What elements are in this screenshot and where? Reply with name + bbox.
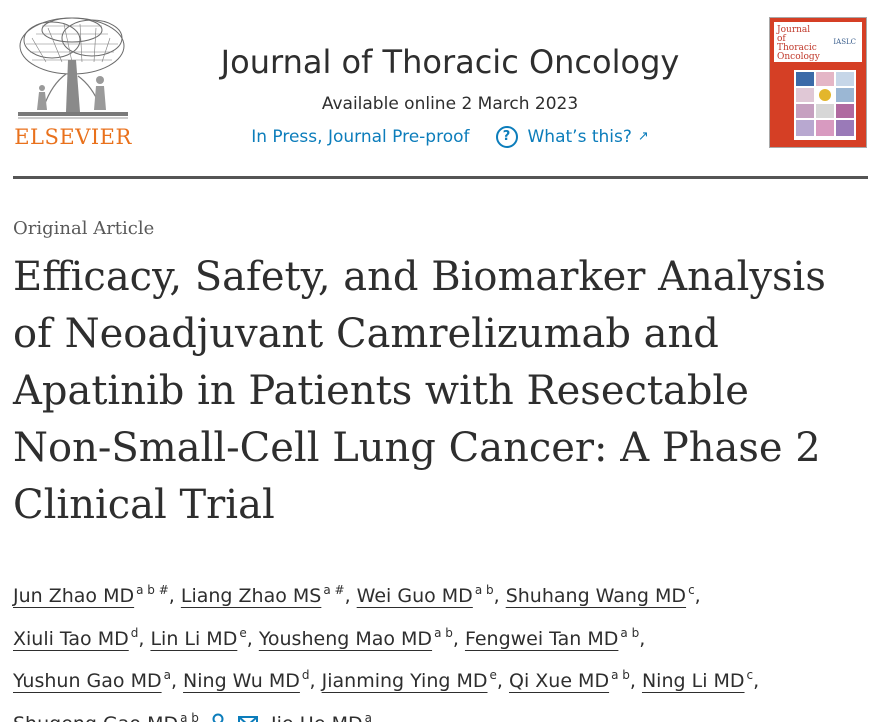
whats-this-link[interactable]: What’s this? xyxy=(527,127,632,147)
author-list: Jun Zhao MD a b #, Liang Zhao MS a #, Wei … xyxy=(13,572,863,722)
author-item: Shugeng Gao MDa b, xyxy=(13,710,271,722)
cover-badge: IASLC xyxy=(833,38,856,46)
author-name-link[interactable]: Liang Zhao MS xyxy=(180,585,322,607)
journal-cover[interactable]: Journal of Thoracic Oncology IASLC xyxy=(769,17,867,148)
masthead: Journal of Thoracic Oncology Available o… xyxy=(150,40,750,149)
publisher-name: ELSEVIER xyxy=(14,125,132,149)
author-item: Yousheng Mao MD a b, xyxy=(258,625,465,650)
author-name-link[interactable]: Yushun Gao MD xyxy=(13,670,162,692)
author-affiliation[interactable]: a b xyxy=(611,668,630,682)
author-item: Lin Li MD e, xyxy=(150,625,259,650)
author-name-link[interactable]: Qi Xue MD xyxy=(508,670,610,692)
author-affiliation[interactable]: a b xyxy=(620,625,640,640)
cover-title: Journal of Thoracic Oncology xyxy=(777,25,820,62)
person-icon[interactable] xyxy=(207,712,229,722)
author-item: Shuhang Wang MD c, xyxy=(505,583,701,607)
author-affiliation[interactable]: c xyxy=(746,668,754,682)
author-item: Yushun Gao MD a, xyxy=(13,668,184,692)
status-row: In Press, Journal Pre-proof ? What’s thi… xyxy=(150,125,750,149)
author-name-link[interactable]: Jun Zhao MD xyxy=(13,585,135,607)
author-affiliation[interactable]: a b xyxy=(180,710,199,722)
status-label: In Press, Journal Pre-proof xyxy=(251,127,470,147)
cover-image-grid xyxy=(794,70,856,140)
mail-icon[interactable] xyxy=(237,712,259,722)
author-name-link[interactable]: Jie He MD xyxy=(271,713,363,722)
author-name-link[interactable]: Xiuli Tao MD xyxy=(13,627,129,650)
help-circle-icon[interactable]: ? xyxy=(495,126,518,148)
author-name-link[interactable]: Wei Guo MD xyxy=(356,585,473,607)
article-type: Original Article xyxy=(13,218,155,239)
availability-date: Available online 2 March 2023 xyxy=(321,94,579,114)
author-name-link[interactable]: Yousheng Mao MD xyxy=(258,627,433,650)
author-affiliation[interactable]: a b xyxy=(474,583,494,597)
author-name-link[interactable]: Shuhang Wang MD xyxy=(505,585,687,607)
author-item: Jun Zhao MD a b #, xyxy=(13,583,181,607)
author-item: Jianming Ying MD e, xyxy=(321,668,509,692)
author-affiliation[interactable]: d xyxy=(301,668,310,682)
author-item: Ning Li MD c, xyxy=(641,668,760,692)
cover-header: Journal of Thoracic Oncology IASLC xyxy=(774,22,862,62)
author-name-link[interactable]: Shugeng Gao MD xyxy=(13,713,178,722)
author-item: Ning Wu MD d, xyxy=(183,668,322,692)
header-divider xyxy=(13,176,868,179)
author-name-link[interactable]: Ning Li MD xyxy=(641,670,745,692)
author-affiliation[interactable]: c xyxy=(688,583,695,597)
author-affiliation[interactable]: a xyxy=(163,668,171,682)
journal-title-link[interactable]: Journal of Thoracic Oncology xyxy=(220,43,680,81)
author-affiliation[interactable]: a # xyxy=(323,583,345,597)
external-link-icon: ↗ xyxy=(637,129,649,144)
author-item: Fengwei Tan MD a b, xyxy=(464,625,646,650)
author-name-link[interactable]: Lin Li MD xyxy=(150,627,238,650)
author-affiliation[interactable]: a b xyxy=(434,625,453,640)
article-title: Efficacy, Safety, and Biomarker Analysis… xyxy=(13,254,826,528)
author-item: Jie He MDa xyxy=(271,710,372,722)
author-affiliation[interactable]: a xyxy=(364,710,372,722)
author-name-link[interactable]: Ning Wu MD xyxy=(183,670,300,692)
author-name-link[interactable]: Fengwei Tan MD xyxy=(464,627,619,650)
author-item: Liang Zhao MS a #, xyxy=(180,583,357,607)
author-affiliation[interactable]: e xyxy=(239,625,247,640)
tree-emblem-icon xyxy=(12,14,134,122)
author-item: Wei Guo MD a b, xyxy=(356,583,506,607)
author-affiliation[interactable]: d xyxy=(130,625,139,640)
author-item: Xiuli Tao MD d, xyxy=(13,625,151,650)
author-affiliation[interactable]: a b # xyxy=(136,583,169,597)
publisher-logo[interactable]: ELSEVIER xyxy=(12,14,134,156)
author-item: Qi Xue MD a b, xyxy=(508,668,642,692)
author-affiliation[interactable]: e xyxy=(489,668,497,682)
author-name-link[interactable]: Jianming Ying MD xyxy=(321,670,488,692)
